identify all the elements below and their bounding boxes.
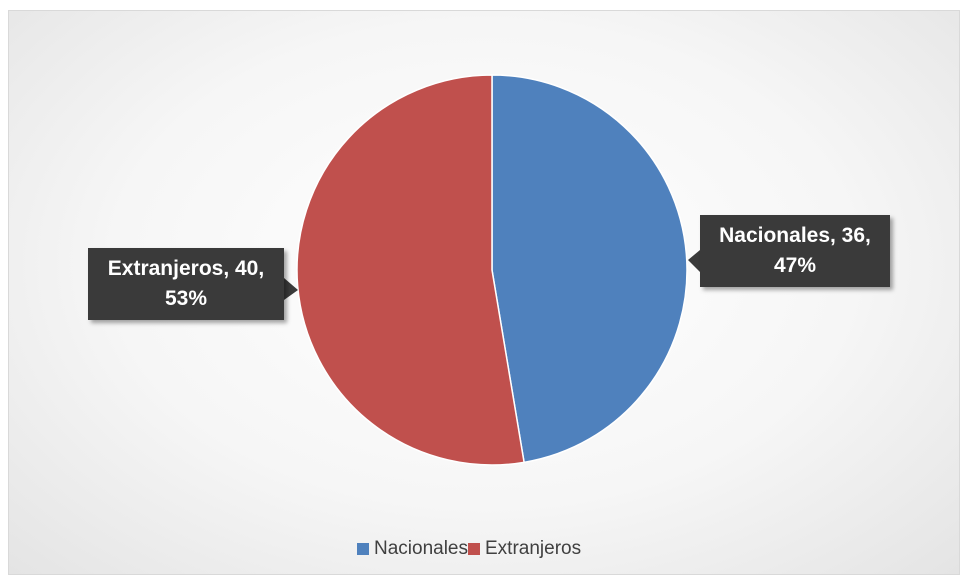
legend-item: Extranjeros xyxy=(468,538,581,560)
pie-slice xyxy=(296,74,525,466)
legend-label: Nacionales xyxy=(374,538,468,559)
pie-slice xyxy=(491,74,688,464)
label-pointer xyxy=(688,250,700,272)
data-label: Extranjeros, 40, 53% xyxy=(88,248,284,320)
data-label: Nacionales, 36, 47% xyxy=(700,215,890,287)
legend-swatch xyxy=(357,543,369,555)
legend-swatch xyxy=(468,543,480,555)
legend-label: Extranjeros xyxy=(485,538,582,559)
legend-item: Nacionales xyxy=(357,538,468,560)
label-pointer xyxy=(284,278,298,300)
